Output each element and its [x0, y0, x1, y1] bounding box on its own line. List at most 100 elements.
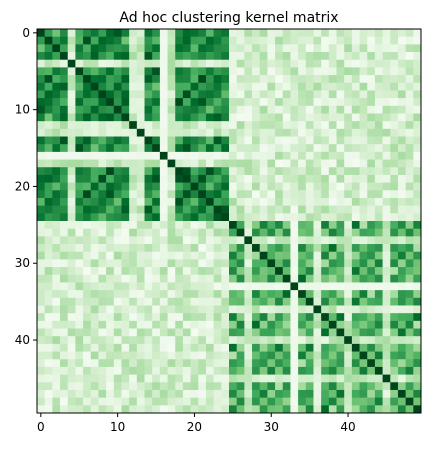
heatmap-cell [167, 343, 176, 352]
heatmap-cell [44, 29, 53, 38]
heatmap-cell [67, 221, 76, 230]
heatmap-cell [313, 351, 322, 360]
heatmap-cell [113, 105, 122, 114]
heatmap-cell [37, 305, 46, 314]
heatmap-cell [413, 305, 422, 314]
heatmap-cell [336, 136, 345, 145]
heatmap-cell [351, 90, 360, 99]
heatmap-cell [60, 405, 69, 414]
heatmap-cell [182, 213, 191, 222]
heatmap-cell [90, 313, 99, 322]
heatmap-cell [397, 320, 406, 329]
heatmap-cell [198, 382, 207, 391]
heatmap-cell [305, 151, 314, 160]
heatmap-cell [367, 190, 376, 199]
heatmap-cell [67, 113, 76, 122]
heatmap-cell [198, 90, 207, 99]
heatmap-cell [305, 36, 314, 45]
y-tick-label: 40 [15, 333, 30, 347]
heatmap-cell [90, 297, 99, 306]
heatmap-cell [52, 374, 61, 383]
heatmap-cell [328, 251, 337, 260]
heatmap-cell [98, 382, 107, 391]
heatmap-cell [75, 228, 84, 237]
heatmap-cell [213, 105, 222, 114]
heatmap-cell [282, 90, 291, 99]
heatmap-cell [98, 151, 107, 160]
heatmap-cell [397, 182, 406, 191]
heatmap-cell [259, 213, 268, 222]
heatmap-cell [75, 44, 84, 53]
heatmap-cell [267, 228, 276, 237]
heatmap-cell [244, 174, 253, 183]
heatmap-cell [351, 221, 360, 230]
heatmap-cell [397, 205, 406, 214]
heatmap-cell [275, 351, 284, 360]
heatmap-cell [83, 328, 92, 337]
heatmap-cell [205, 105, 214, 114]
heatmap-cell [136, 82, 145, 91]
heatmap-cell [190, 190, 199, 199]
heatmap-cell [190, 174, 199, 183]
heatmap-cell [305, 343, 314, 352]
heatmap-cell [144, 197, 153, 206]
heatmap-cell [252, 159, 261, 168]
heatmap-cell [167, 128, 176, 137]
heatmap-cell [75, 382, 84, 391]
heatmap-cell [336, 105, 345, 114]
heatmap-cell [83, 359, 92, 368]
heatmap-cell [359, 98, 368, 107]
heatmap-cell [83, 121, 92, 130]
heatmap-cell [52, 228, 61, 237]
heatmap-cell [236, 351, 245, 360]
heatmap-cell [290, 213, 299, 222]
heatmap-cell [221, 282, 230, 291]
heatmap-cell [52, 343, 61, 352]
heatmap-cell [182, 343, 191, 352]
heatmap-cell [83, 52, 92, 61]
heatmap-cell [298, 121, 307, 130]
heatmap-cell [229, 182, 238, 191]
heatmap-cell [167, 405, 176, 414]
heatmap-cell [175, 236, 184, 245]
heatmap-cell [313, 313, 322, 322]
heatmap-cell [413, 144, 422, 153]
heatmap-cell [252, 36, 261, 45]
heatmap-cell [37, 336, 46, 345]
heatmap-cell [336, 382, 345, 391]
heatmap-cell [275, 397, 284, 406]
heatmap-cell [221, 82, 230, 91]
heatmap-cell [275, 151, 284, 160]
heatmap-cell [359, 190, 368, 199]
heatmap-cell [244, 167, 253, 176]
heatmap-cell [321, 228, 330, 237]
heatmap-cell [44, 251, 53, 260]
heatmap-cell [159, 251, 168, 260]
heatmap-cell [298, 159, 307, 168]
heatmap-cell [298, 343, 307, 352]
heatmap-cell [213, 351, 222, 360]
heatmap-cell [159, 389, 168, 398]
heatmap-cell [259, 297, 268, 306]
heatmap-cell [167, 190, 176, 199]
heatmap-cell [67, 151, 76, 160]
heatmap-cell [275, 82, 284, 91]
heatmap-cell [37, 405, 46, 414]
heatmap-cell [390, 359, 399, 368]
heatmap-cell [98, 389, 107, 398]
heatmap-cell [374, 382, 383, 391]
heatmap-cell [328, 259, 337, 268]
heatmap-cell [328, 90, 337, 99]
heatmap-cell [213, 228, 222, 237]
heatmap-cell [290, 389, 299, 398]
heatmap-cell [275, 121, 284, 130]
heatmap-cell [313, 282, 322, 291]
heatmap-cell [405, 128, 414, 137]
heatmap-cell [359, 259, 368, 268]
heatmap-cell [328, 128, 337, 137]
heatmap-cell [121, 197, 130, 206]
heatmap-cell [374, 159, 383, 168]
heatmap-cell [374, 374, 383, 383]
heatmap-cell [305, 320, 314, 329]
heatmap-cell [52, 244, 61, 253]
